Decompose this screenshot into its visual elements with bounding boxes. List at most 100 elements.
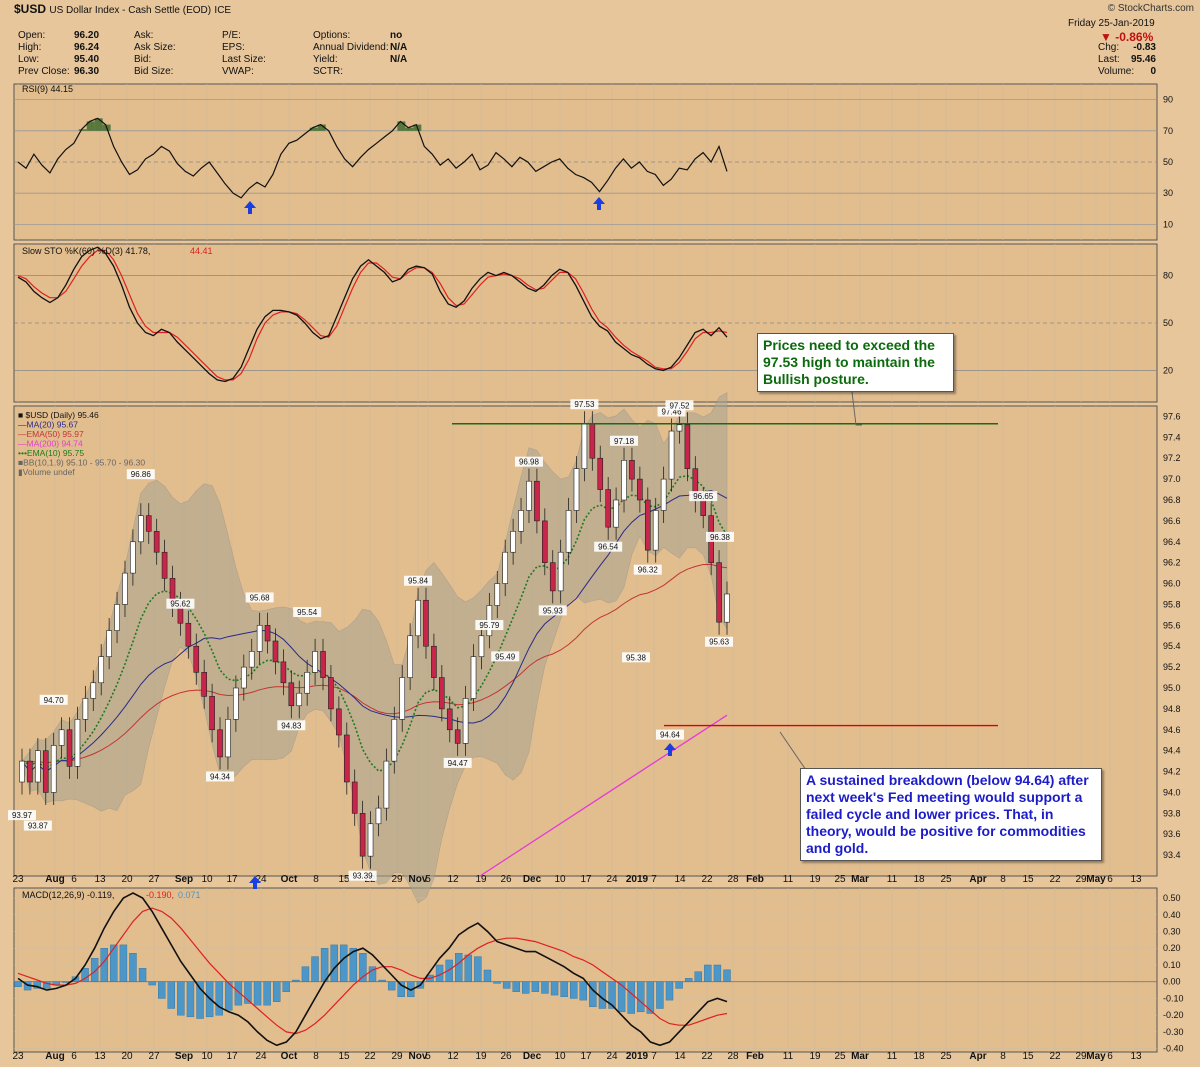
candle	[304, 672, 310, 694]
candle	[280, 661, 287, 684]
quote-label: VWAP:	[222, 66, 254, 77]
instrument-name: US Dollar Index - Cash Settle (EOD)	[49, 5, 212, 16]
x-tick-label: Apr	[969, 874, 986, 885]
x-tick-label: 8	[313, 1051, 319, 1062]
macd-histogram-bar	[301, 966, 310, 982]
rsi-tick-label: 50	[1163, 157, 1173, 167]
sto-tick-label: 80	[1163, 271, 1173, 281]
macd-histogram-bar	[570, 981, 578, 999]
source-credit: © StockCharts.com	[1107, 3, 1194, 14]
macd-histogram-bar	[627, 981, 635, 1014]
x-tick-label: 7	[651, 1051, 657, 1062]
candle	[399, 677, 406, 720]
macd-tick-label: -0.20	[1163, 1010, 1184, 1020]
x-tick-label: 25	[834, 1051, 846, 1062]
quote-value: -0.83	[1133, 42, 1156, 53]
price-tick-label: 95.8	[1163, 599, 1181, 609]
quote-label: Ask:	[134, 30, 154, 41]
macd-histogram-bar	[320, 948, 329, 982]
macd-legend-signal: -0.190,	[146, 890, 174, 900]
macd-histogram-bar	[119, 944, 128, 982]
rsi-overbought-fill	[397, 121, 406, 131]
price-label: 97.53	[574, 400, 595, 409]
macd-histogram-bar	[694, 971, 702, 982]
macd-histogram-bar	[158, 981, 166, 999]
x-tick-label: 6	[1107, 874, 1113, 885]
quote-value: 0	[1150, 66, 1156, 77]
callout-pointer-bottom	[779, 731, 807, 771]
macd-histogram-bar	[33, 981, 41, 989]
macd-histogram-bar	[656, 981, 664, 1009]
macd-legend-hist: 0.071	[178, 890, 201, 900]
candle	[35, 750, 41, 783]
macd-tick-label: 0.10	[1163, 960, 1181, 970]
candle	[145, 515, 152, 532]
quote-label: High:	[18, 42, 42, 53]
macd-histogram-bar	[81, 968, 89, 982]
x-tick-label: 11	[887, 1051, 898, 1062]
price-label-bg	[245, 592, 274, 603]
annotation-support: A sustained breakdown (below 94.64) afte…	[800, 768, 1102, 861]
candle	[605, 489, 611, 528]
x-tick-label: 24	[255, 1051, 267, 1062]
candle	[637, 478, 643, 501]
ma200-line	[479, 714, 728, 877]
candle	[233, 687, 239, 720]
x-tick-label: 2019	[626, 874, 649, 885]
candle	[82, 698, 89, 720]
macd-histogram-bar	[464, 954, 473, 982]
candle	[58, 729, 65, 746]
macd-histogram-bar	[397, 981, 405, 997]
x-tick-label: Dec	[523, 1051, 542, 1062]
candle	[526, 480, 532, 511]
x-tick-label: 25	[940, 1051, 952, 1062]
macd-tick-label: 0.40	[1163, 910, 1181, 920]
price-label: 96.54	[598, 543, 619, 552]
candle	[557, 551, 564, 592]
price-label-bg	[706, 531, 734, 542]
macd-histogram-bar	[272, 981, 281, 1002]
price-label: 93.97	[12, 811, 33, 820]
macd-line	[17, 892, 728, 1047]
macd-histogram-bar	[531, 981, 540, 992]
macd-histogram-bar	[177, 981, 185, 1016]
price-tick-label: 94.0	[1163, 787, 1181, 797]
macd-histogram-bar	[282, 981, 290, 992]
candle	[431, 645, 437, 678]
price-label: 97.18	[614, 437, 635, 446]
x-tick-label: Dec	[523, 874, 542, 885]
x-tick-label: 6	[71, 874, 77, 885]
price-tick-label: 96.6	[1163, 516, 1181, 526]
price-label: 95.38	[626, 653, 647, 662]
price-label: 95.68	[250, 593, 271, 602]
macd-histogram-bar	[455, 953, 463, 982]
sto-tick-label: 20	[1163, 365, 1173, 375]
x-tick-label: Feb	[746, 1051, 764, 1062]
candle	[153, 531, 160, 553]
price-label-bg	[538, 605, 567, 616]
candle	[676, 424, 683, 432]
macd-signal-line	[17, 907, 728, 1035]
price-label: 96.86	[131, 470, 152, 479]
x-tick-label: Sep	[175, 1051, 193, 1062]
sto-k-line	[17, 246, 728, 383]
price-label: 95.63	[709, 638, 730, 647]
x-tick-label: 11	[887, 874, 898, 885]
price-label: 95.54	[297, 608, 318, 617]
candle	[74, 719, 81, 767]
price-label-bg	[705, 636, 734, 647]
x-tick-label: 12	[447, 1051, 459, 1062]
rsi-overbought-fill	[94, 118, 103, 131]
price-label: 95.49	[495, 652, 516, 661]
candle	[343, 734, 350, 783]
x-tick-label: 17	[580, 1051, 592, 1062]
x-tick-label: 10	[554, 874, 566, 885]
x-tick-label: May	[1086, 1051, 1106, 1062]
macd-legend: MACD(12,26,9) -0.119,	[22, 890, 114, 900]
price-legend-item: ■ $USD (Daily) 95.46	[18, 410, 99, 420]
price-label-bg	[443, 757, 472, 768]
quote-label: Yield:	[313, 54, 338, 65]
candle	[439, 677, 445, 710]
x-tick-label: 2019	[626, 1051, 649, 1062]
price-tick-label: 97.6	[1163, 411, 1181, 421]
